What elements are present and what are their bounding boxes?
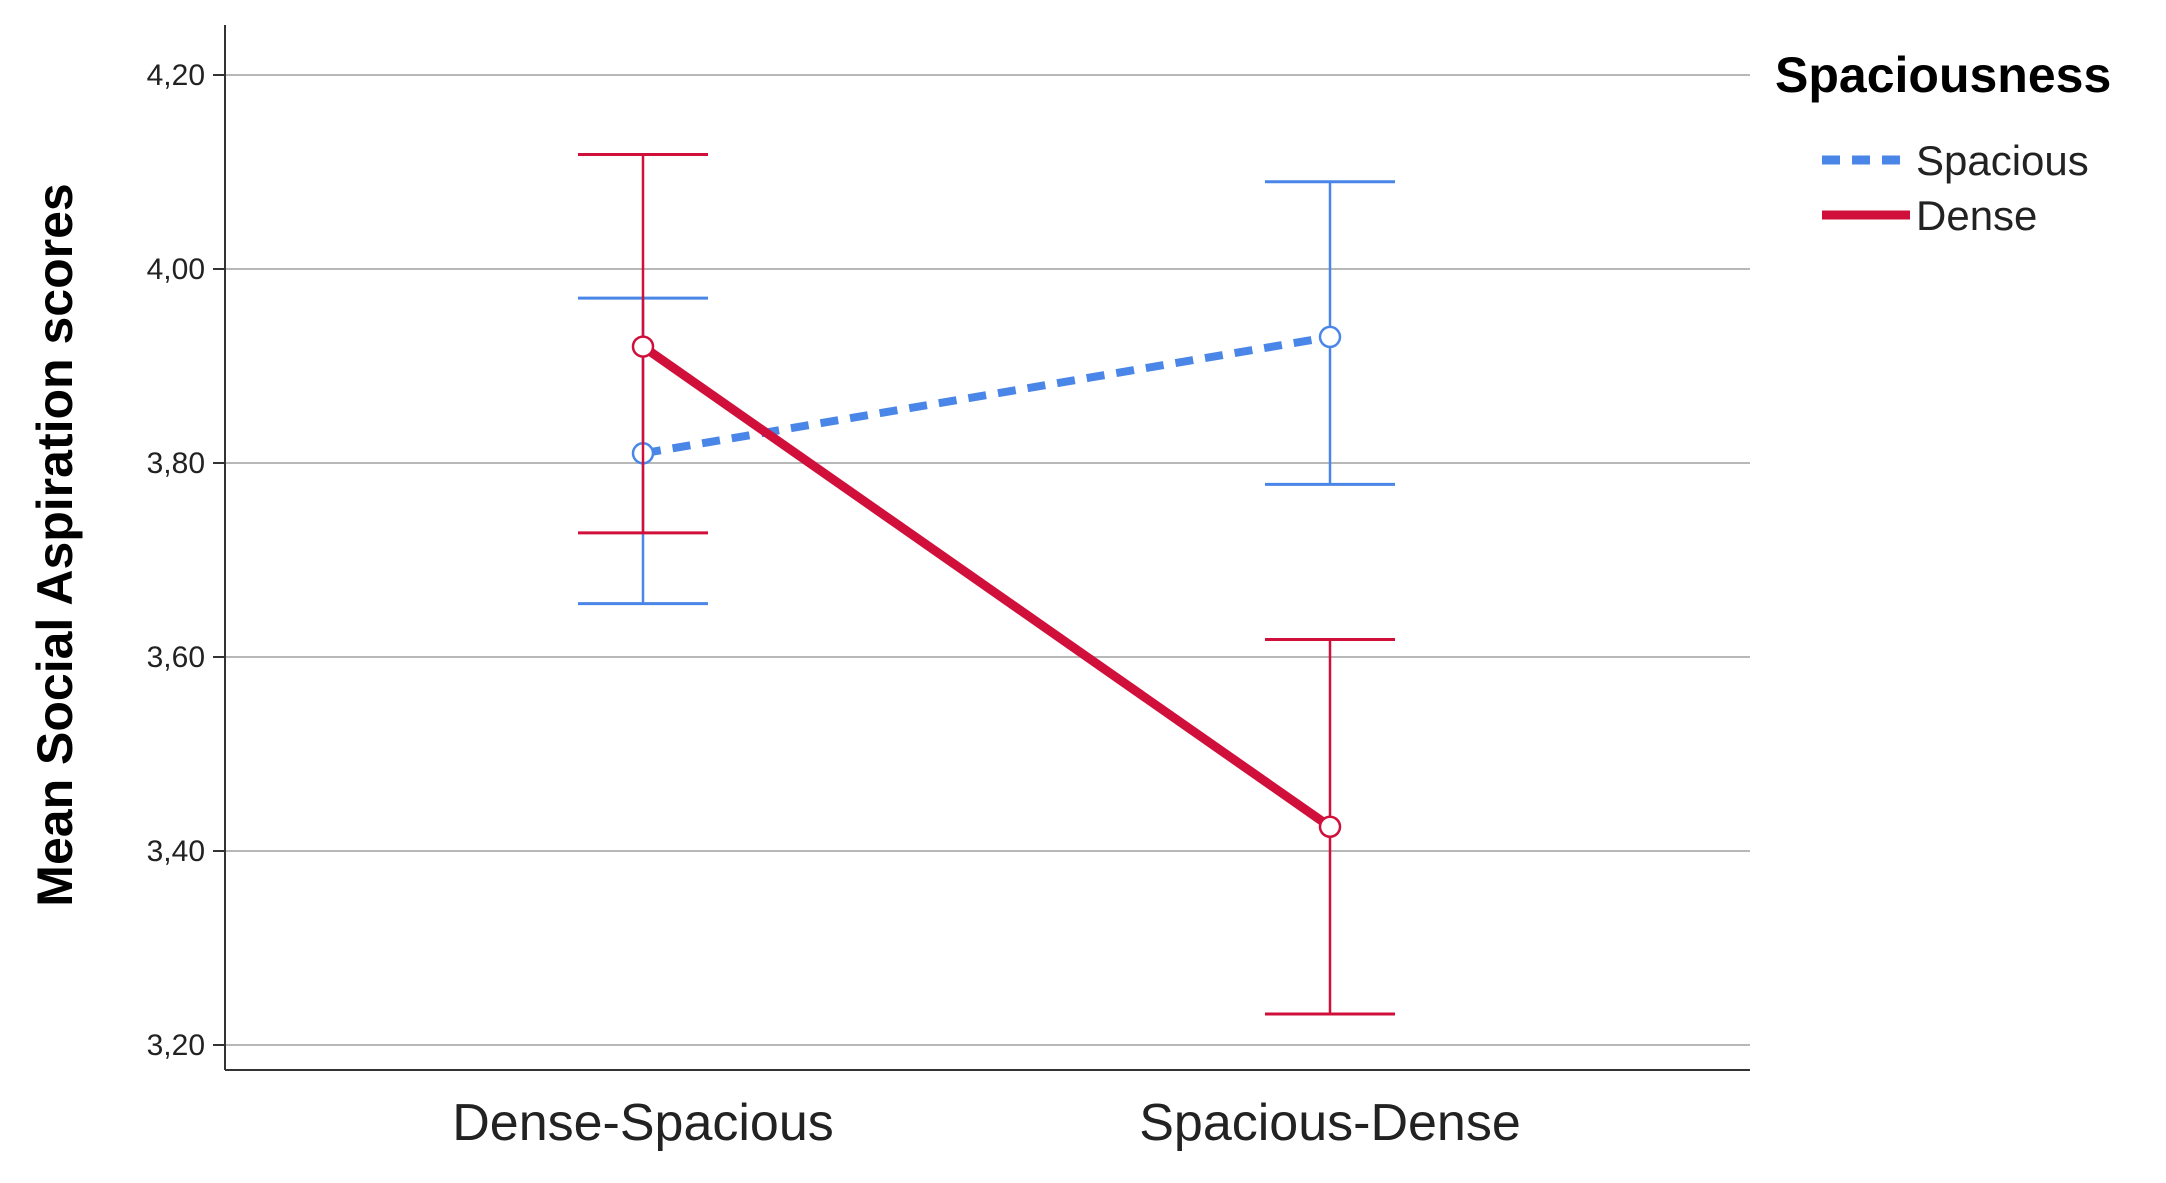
y-tick-label: 3,80 — [147, 447, 205, 480]
gridlines — [225, 74, 1750, 1046]
series-dense — [578, 153, 1395, 1016]
y-tick-label: 4,00 — [147, 253, 205, 286]
series-spacious — [578, 180, 1395, 606]
axes: 3,20 3,40 3,60 3,80 4,00 4,20 Dense-Spacious Sp… — [147, 25, 1750, 1152]
legend-label-spacious: Spacious — [1916, 137, 2089, 184]
x-tick-label: Spacious-Dense — [1139, 1094, 1521, 1152]
data-point — [631, 335, 655, 358]
series-line — [642, 332, 1331, 458]
y-tick-label: 3,60 — [147, 641, 205, 674]
series-line — [640, 342, 1333, 831]
y-tick-label: 3,20 — [147, 1029, 205, 1062]
x-tick-label: Dense-Spacious — [452, 1094, 834, 1152]
y-tick-label: 3,40 — [147, 835, 205, 868]
legend-label-dense: Dense — [1916, 192, 2037, 239]
y-tick-label: 4,20 — [147, 59, 205, 92]
series-group — [578, 153, 1395, 1016]
legend: Spaciousness Spacious Dense — [1775, 47, 2111, 239]
legend-items: Spacious Dense — [1822, 137, 2089, 239]
y-axis-label: Mean Social Aspiration scores — [27, 183, 83, 906]
data-point — [1318, 815, 1342, 838]
data-point — [1318, 325, 1342, 349]
legend-title: Spaciousness — [1775, 47, 2111, 103]
